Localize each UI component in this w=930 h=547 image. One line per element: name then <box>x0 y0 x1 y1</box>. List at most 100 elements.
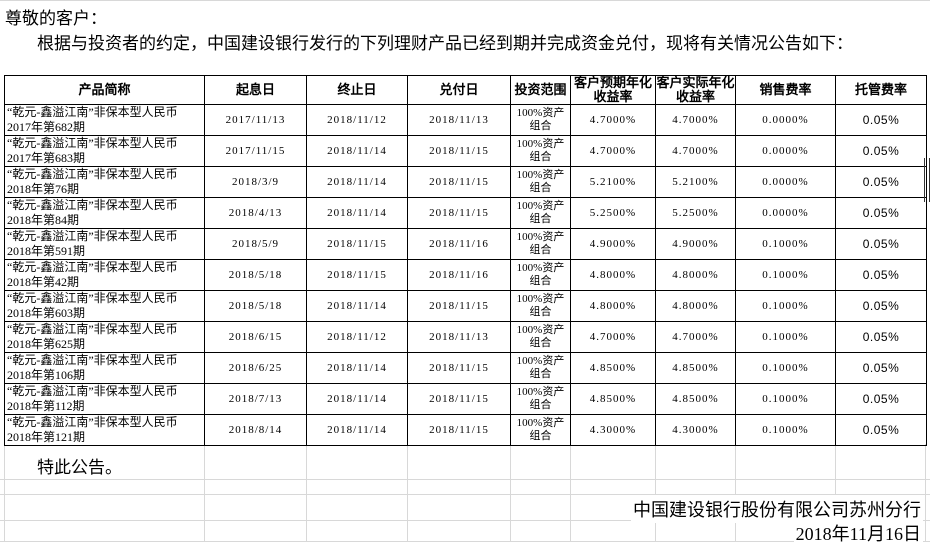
cell-end_date: 2018/11/14 <box>306 352 408 384</box>
cell-name: “乾元-鑫溢江南”非保本型人民币 2018年第112期 <box>4 383 205 415</box>
table-body: “乾元-鑫溢江南”非保本型人民币 2017年第682期 2017/11/13 2018… <box>4 104 927 446</box>
cell-end_date: 2018/11/14 <box>306 166 408 198</box>
cell-custody_fee: 0.05% <box>835 135 927 167</box>
cell-expected_rate: 4.7000% <box>570 135 656 167</box>
cell-scope: 100%资产 组合 <box>510 414 571 446</box>
cell-end_date: 2018/11/14 <box>306 414 408 446</box>
gridline-horizontal <box>0 520 930 521</box>
cell-value_date: 2018/3/9 <box>204 166 307 198</box>
cell-expected_rate: 4.3000% <box>570 414 656 446</box>
cell-payment_date: 2018/11/13 <box>407 321 511 353</box>
cell-scope: 100%资产 组合 <box>510 259 571 291</box>
gridline-horizontal <box>0 0 930 1</box>
gridline-horizontal <box>0 479 930 480</box>
gridline-vertical <box>570 444 571 541</box>
products-table: 产品简称 起息日 终止日 兑付日 投资范围 客户预期年化 收益率 客户实际年化 收益率 销售费… <box>4 75 927 446</box>
column-header-end_date: 终止日 <box>306 75 408 105</box>
cell-expected_rate: 5.2100% <box>570 166 656 198</box>
cell-name: “乾元-鑫溢江南”非保本型人民币 2017年第683期 <box>4 135 205 167</box>
product-period: 2017年第682期 <box>7 120 86 134</box>
cell-sales_fee: 0.1000% <box>735 321 836 353</box>
cell-scope: 100%资产 组合 <box>510 290 571 322</box>
cell-scope: 100%资产 组合 <box>510 321 571 353</box>
cell-value_date: 2018/6/25 <box>204 352 307 384</box>
cell-payment_date: 2018/11/13 <box>407 104 511 136</box>
cell-value_date: 2017/11/13 <box>204 104 307 136</box>
product-name: “乾元-鑫溢江南”非保本型人民币 <box>7 260 178 275</box>
gridline-horizontal <box>0 494 930 495</box>
cell-end_date: 2018/11/15 <box>306 228 408 260</box>
product-period: 2018年第603期 <box>7 306 86 320</box>
column-header-name: 产品简称 <box>4 75 205 105</box>
cell-custody_fee: 0.05% <box>835 197 927 229</box>
cell-payment_date: 2018/11/15 <box>407 352 511 384</box>
gridline-vertical <box>510 444 511 541</box>
intro-text: 根据与投资者的约定，中国建设银行发行的下列理财产品已经到期并完成资金兑付，现将有… <box>37 34 853 53</box>
cell-sales_fee: 0.1000% <box>735 352 836 384</box>
cell-payment_date: 2018/11/15 <box>407 414 511 446</box>
cell-sales_fee: 0.1000% <box>735 414 836 446</box>
cell-name: “乾元-鑫溢江南”非保本型人民币 2018年第106期 <box>4 352 205 384</box>
cell-end_date: 2018/11/14 <box>306 383 408 415</box>
cell-name: “乾元-鑫溢江南”非保本型人民币 2018年第603期 <box>4 290 205 322</box>
cell-sales_fee: 0.0000% <box>735 104 836 136</box>
cell-custody_fee: 0.05% <box>835 352 927 384</box>
product-period: 2018年第112期 <box>7 399 85 413</box>
cell-value_date: 2018/8/14 <box>204 414 307 446</box>
product-period: 2018年第84期 <box>7 213 80 227</box>
cell-scope: 100%资产 组合 <box>510 135 571 167</box>
product-period: 2018年第42期 <box>7 275 80 289</box>
cell-custody_fee: 0.05% <box>835 414 927 446</box>
cell-actual_rate: 4.7000% <box>655 135 736 167</box>
product-period: 2018年第625期 <box>7 337 86 351</box>
cell-actual_rate: 4.9000% <box>655 228 736 260</box>
cell-value_date: 2018/5/18 <box>204 290 307 322</box>
cell-custody_fee: 0.05% <box>835 166 927 198</box>
column-header-actual_rate: 客户实际年化 收益率 <box>655 75 736 105</box>
closing-text: 特此公告。 <box>37 458 122 477</box>
cell-sales_fee: 0.0000% <box>735 135 836 167</box>
cell-sales_fee: 0.1000% <box>735 259 836 291</box>
cell-expected_rate: 4.8000% <box>570 290 656 322</box>
cell-sales_fee: 0.1000% <box>735 383 836 415</box>
cell-actual_rate: 4.3000% <box>655 414 736 446</box>
cell-actual_rate: 5.2100% <box>655 166 736 198</box>
cell-actual_rate: 4.8000% <box>655 259 736 291</box>
cell-payment_date: 2018/11/15 <box>407 135 511 167</box>
issuer-name: 中国建设银行股份有限公司苏州分行 <box>631 495 923 523</box>
gridline-vertical <box>655 444 656 541</box>
gridline-vertical <box>835 444 836 541</box>
cell-payment_date: 2018/11/15 <box>407 197 511 229</box>
cell-custody_fee: 0.05% <box>835 259 927 291</box>
product-name: “乾元-鑫溢江南”非保本型人民币 <box>7 384 178 399</box>
product-name: “乾元-鑫溢江南”非保本型人民币 <box>7 291 178 306</box>
cell-expected_rate: 4.8000% <box>570 259 656 291</box>
cell-payment_date: 2018/11/15 <box>407 290 511 322</box>
cell-payment_date: 2018/11/15 <box>407 166 511 198</box>
cell-value_date: 2017/11/15 <box>204 135 307 167</box>
gridline-vertical <box>204 444 205 541</box>
product-period: 2018年第121期 <box>7 430 86 444</box>
product-name: “乾元-鑫溢江南”非保本型人民币 <box>7 198 178 213</box>
table-row: “乾元-鑫溢江南”非保本型人民币 2018年第84期 2018/4/13 2018/1… <box>4 197 927 229</box>
cell-selection-border <box>924 158 930 202</box>
table-row: “乾元-鑫溢江南”非保本型人民币 2017年第682期 2017/11/13 2018… <box>4 104 927 136</box>
table-row: “乾元-鑫溢江南”非保本型人民币 2018年第625期 2018/6/15 2018/… <box>4 321 927 353</box>
cell-value_date: 2018/7/13 <box>204 383 307 415</box>
gridline-vertical <box>925 444 926 541</box>
cell-end_date: 2018/11/14 <box>306 135 408 167</box>
product-name: “乾元-鑫溢江南”非保本型人民币 <box>7 229 178 244</box>
cell-name: “乾元-鑫溢江南”非保本型人民币 2018年第84期 <box>4 197 205 229</box>
gridline-vertical <box>4 444 5 541</box>
cell-name: “乾元-鑫溢江南”非保本型人民币 2018年第625期 <box>4 321 205 353</box>
cell-expected_rate: 4.8500% <box>570 352 656 384</box>
cell-sales_fee: 0.0000% <box>735 197 836 229</box>
cell-sales_fee: 0.1000% <box>735 290 836 322</box>
table-row: “乾元-鑫溢江南”非保本型人民币 2018年第591期 2018/5/9 2018/1… <box>4 228 927 260</box>
cell-end_date: 2018/11/14 <box>306 197 408 229</box>
product-period: 2018年第76期 <box>7 182 80 196</box>
table-row: “乾元-鑫溢江南”非保本型人民币 2018年第42期 2018/5/18 2018/1… <box>4 259 927 291</box>
cell-expected_rate: 4.9000% <box>570 228 656 260</box>
product-name: “乾元-鑫溢江南”非保本型人民币 <box>7 105 178 120</box>
product-name: “乾元-鑫溢江南”非保本型人民币 <box>7 353 178 368</box>
